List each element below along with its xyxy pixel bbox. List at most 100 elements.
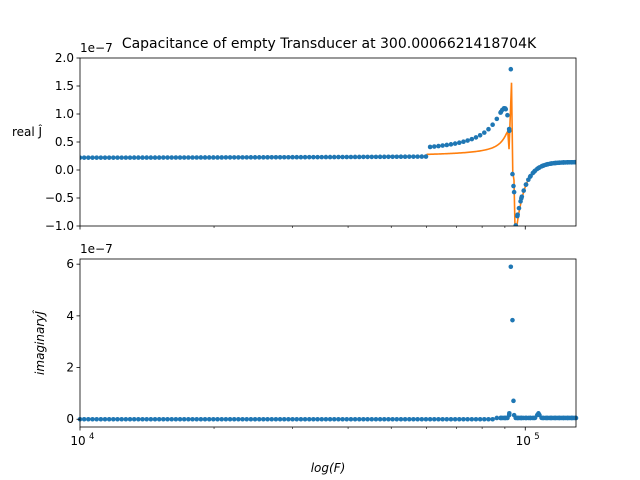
real-part-point	[519, 194, 525, 199]
imaginary-part-point	[452, 416, 458, 422]
imaginary-part-point	[365, 416, 370, 422]
real-part-point	[256, 155, 262, 160]
imaginary-part-point	[406, 416, 412, 422]
y-tick-label: 0	[66, 412, 74, 426]
imaginary-part-point	[177, 416, 183, 422]
real-part-point	[482, 130, 487, 135]
imaginary-part-point	[173, 416, 179, 422]
imaginary-part-point	[394, 416, 400, 422]
imaginary-part-point	[344, 416, 350, 422]
real-part-point	[344, 154, 350, 160]
y-tick-label: 0.5	[55, 135, 74, 149]
real-part-point	[277, 154, 283, 160]
real-part-point	[252, 155, 258, 160]
real-part-point	[377, 154, 383, 160]
imaginary-part-point	[507, 410, 512, 416]
real-part-point	[511, 183, 516, 189]
real-part-point	[452, 141, 458, 146]
real-part-y-axis-label: real Ĵ	[12, 125, 43, 139]
real-part-point	[348, 154, 354, 160]
real-part-point	[211, 155, 216, 160]
real-part-point	[516, 205, 522, 211]
real-part-point	[190, 155, 195, 160]
real-part-point	[436, 143, 441, 149]
imaginary-part-point	[119, 416, 124, 422]
real-part-point	[369, 154, 375, 160]
imaginary-part-point	[231, 416, 237, 422]
real-part-point	[444, 142, 450, 148]
real-part-x-ticks	[79, 226, 526, 230]
real-part-point	[523, 182, 529, 187]
imaginary-part-y-offset-label: 1e−7	[80, 242, 113, 256]
y-tick-label: 6	[66, 257, 74, 271]
real-part-point	[327, 154, 333, 160]
real-part-point	[352, 154, 358, 160]
real-part-point	[173, 155, 179, 160]
real-part-point	[394, 154, 400, 160]
real-part-point	[423, 154, 429, 159]
imaginary-part-point	[194, 416, 200, 422]
real-part-point	[319, 154, 325, 160]
real-part-point	[248, 155, 254, 160]
imaginary-part-point	[431, 416, 437, 422]
real-part-point	[144, 155, 149, 160]
imaginary-part-point	[244, 416, 250, 422]
real-part-point	[261, 155, 266, 160]
real-part-point	[177, 155, 183, 160]
imaginary-part-point	[369, 416, 375, 422]
y-tick-label: 1.5	[55, 79, 74, 93]
imaginary-part-point	[494, 415, 500, 421]
imaginary-part-point	[298, 416, 304, 422]
real-part-point	[356, 154, 362, 160]
imaginary-part-point	[469, 416, 475, 422]
real-part-point	[286, 154, 291, 160]
real-part-point	[194, 155, 200, 160]
imaginary-part-point	[223, 416, 229, 422]
imaginary-part-point	[423, 416, 429, 422]
imaginary-part-point	[181, 416, 187, 422]
real-part-point	[98, 155, 104, 160]
real-part-point	[503, 106, 509, 112]
real-part-point	[431, 144, 437, 149]
real-part-point	[515, 212, 520, 217]
real-part-point	[508, 66, 514, 72]
imaginary-part-point	[261, 416, 266, 422]
real-part-point	[398, 154, 404, 160]
imaginary-part-point	[198, 416, 204, 422]
real-part-point	[94, 155, 99, 160]
x-tick-label: 10	[516, 434, 531, 448]
imaginary-part-point	[102, 416, 108, 422]
imaginary-part-point	[377, 416, 383, 422]
real-part-point	[510, 171, 515, 177]
imaginary-part-point	[323, 416, 329, 422]
imaginary-part-axes-frame	[79, 258, 577, 428]
real-part-point	[573, 159, 576, 165]
imaginary-part-point	[356, 416, 362, 422]
imaginary-part-point	[319, 416, 325, 422]
imaginary-part-point	[482, 416, 487, 422]
imaginary-part-point	[111, 416, 116, 422]
imaginary-part-point	[86, 416, 91, 422]
x-tick-exponent: 5	[534, 432, 539, 442]
imaginary-part-point	[190, 416, 195, 422]
imaginary-part-point	[236, 416, 241, 422]
imaginary-part-point	[361, 416, 366, 422]
real-part-point	[323, 154, 329, 160]
imaginary-part-y-axis-label: imaginaryĴ	[33, 310, 47, 375]
real-part-point	[505, 112, 510, 118]
imaginary-part-point	[186, 416, 191, 422]
real-part-axes: −1.0 −0.5 0.0 0.5 1.0 1.5 2.0 1e−7 real Ĵ	[12, 41, 577, 233]
real-part-point	[152, 155, 158, 160]
imaginary-part-point	[311, 416, 316, 422]
real-part-point	[511, 189, 517, 195]
imaginary-part-point	[461, 416, 466, 422]
real-part-point	[456, 140, 462, 146]
real-part-point	[448, 142, 454, 147]
imaginary-part-point	[340, 416, 345, 422]
imaginary-part-point	[290, 416, 295, 422]
real-part-point	[486, 126, 491, 132]
real-part-point	[219, 155, 225, 160]
real-part-point	[265, 155, 270, 160]
imaginary-part-point	[131, 416, 137, 422]
real-part-point	[202, 155, 208, 160]
